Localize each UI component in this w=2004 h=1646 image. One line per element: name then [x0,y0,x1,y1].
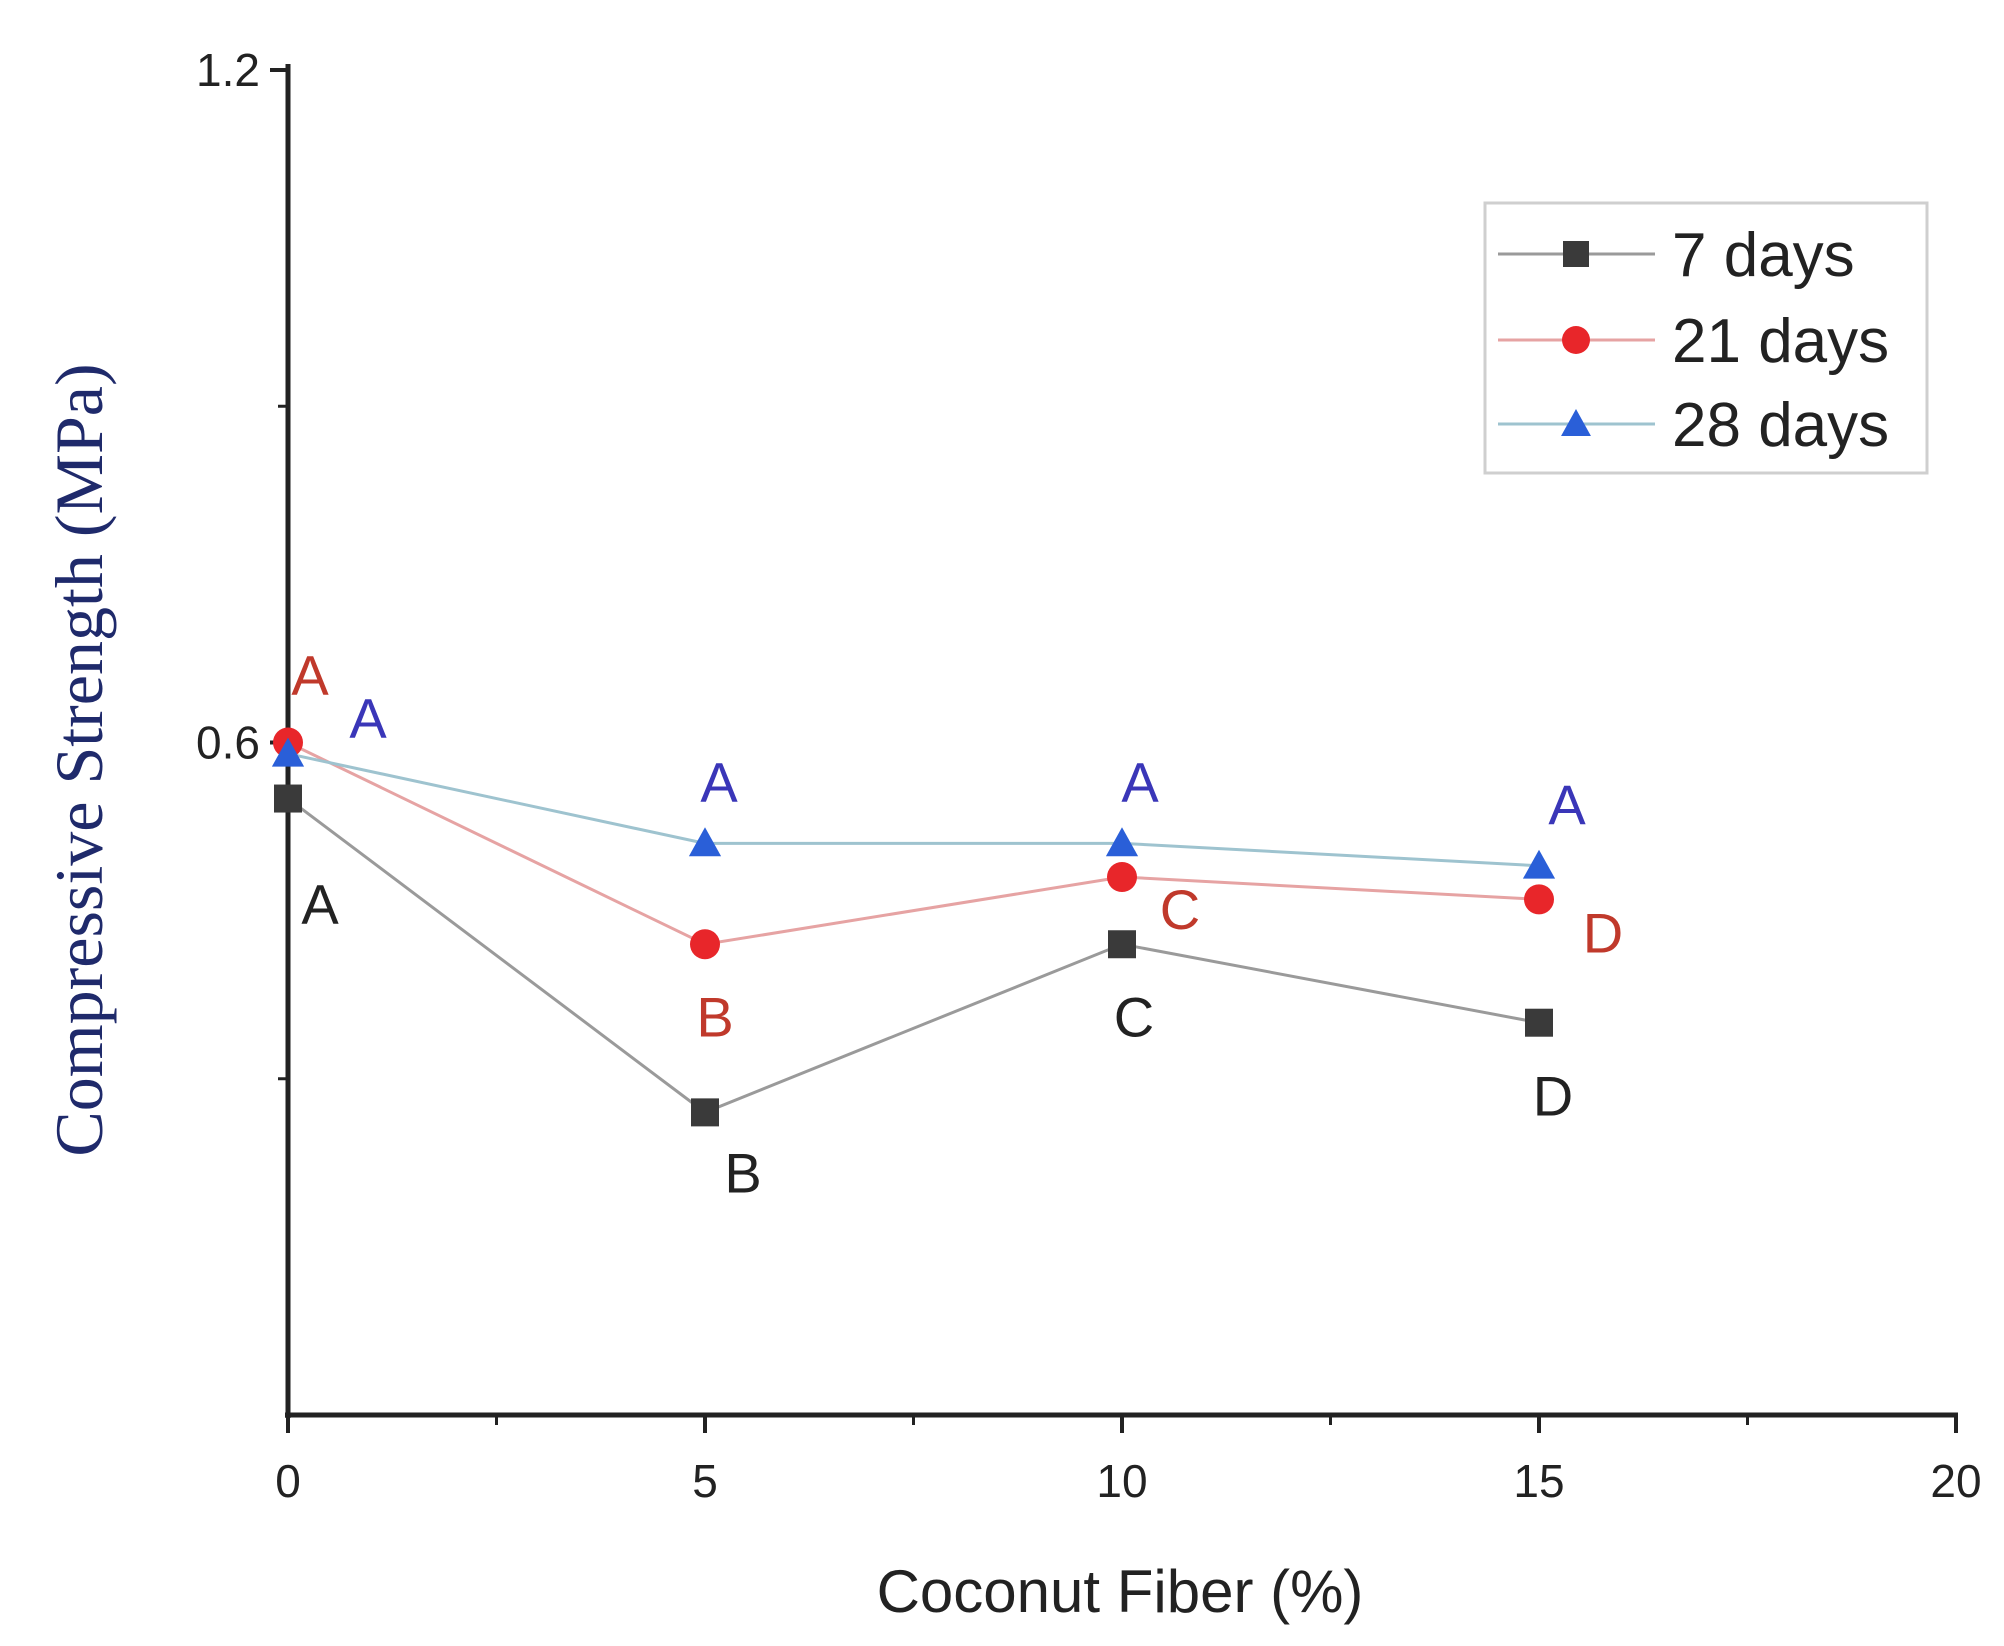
group-label-21-days-5: B [696,985,733,1048]
group-label-7-days-5: B [724,1141,761,1204]
series-line-7-days [287,797,1540,1115]
y-tick-label-1.2: 1.2 [196,44,260,96]
data-point-28-days-15 [1522,849,1556,879]
legend-box [1483,201,1929,475]
legend-marker-28-days [1561,409,1591,436]
group-label-7-days-10: C [1114,985,1154,1048]
legend-marker-21-days [1562,326,1590,354]
x-tick-label-15: 15 [1513,1455,1564,1507]
group-label-28-days-10: A [1121,750,1159,813]
series-markers [271,727,1556,1127]
x-tick-label-10: 10 [1096,1455,1147,1507]
x-axis-title: Coconut Fiber (%) [877,1558,1364,1625]
group-label-21-days-0: A [291,644,329,707]
series-line-28-days [287,752,1540,868]
data-point-7-days-0 [274,784,302,813]
group-label-21-days-15: D [1583,901,1623,964]
group-label-7-days-15: D [1533,1065,1573,1128]
data-point-28-days-5 [688,827,722,857]
legend-label-7-days: 7 days [1672,221,1855,290]
group-label-21-days-10: C [1160,878,1200,941]
group-label-28-days-0: A [349,687,387,750]
axes: 0 5 10 15 20 0.6 1.2 [196,44,1982,1507]
legend-label-21-days: 21 days [1672,307,1889,376]
group-label-7-days-0: A [301,873,339,936]
y-axis-title: Compressive Strength (MPa) [41,363,117,1156]
x-tick-label-5: 5 [692,1455,718,1507]
data-point-7-days-10 [1108,930,1136,959]
data-point-28-days-10 [1105,827,1139,857]
data-point-21-days-10 [1107,862,1137,892]
series-lines [287,741,1540,1115]
legend: 7 days 21 days 28 days [1483,201,1929,475]
group-label-28-days-15: A [1548,773,1586,836]
data-point-21-days-5 [690,929,720,960]
legend-label-28-days: 28 days [1672,391,1889,460]
series-line-21-days [287,741,1540,946]
y-tick-label-0.6: 0.6 [196,717,260,769]
data-point-7-days-5 [691,1098,719,1127]
data-point-28-days-0 [271,737,305,767]
group-label-28-days-5: A [700,750,738,813]
x-tick-label-20: 20 [1930,1455,1981,1507]
data-point-21-days-15 [1524,884,1554,915]
x-tick-label-0: 0 [275,1455,301,1507]
legend-marker-7-days [1563,241,1589,267]
data-point-7-days-15 [1525,1008,1553,1037]
